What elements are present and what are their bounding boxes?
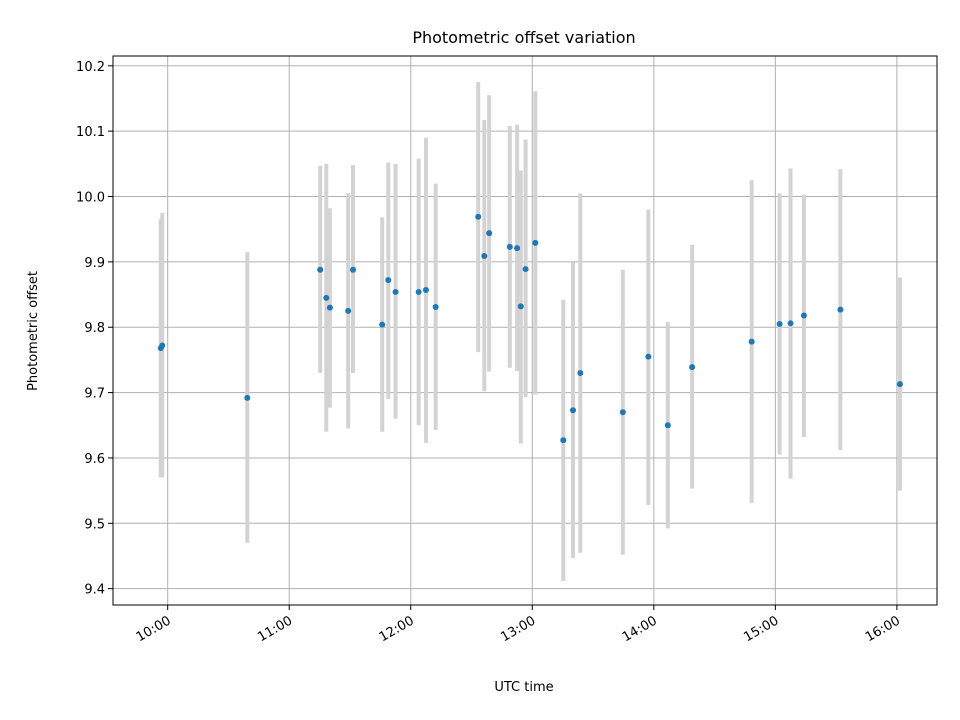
y-tick-label: 9.5 <box>84 517 105 532</box>
y-tick-label: 9.7 <box>84 387 105 402</box>
data-point <box>522 266 529 273</box>
data-point <box>787 320 794 327</box>
data-point <box>486 230 493 237</box>
data-point <box>481 252 488 259</box>
data-point <box>570 407 577 414</box>
data-point <box>385 277 392 284</box>
data-point <box>619 409 626 416</box>
data-point <box>392 288 399 295</box>
y-tick-label: 9.6 <box>84 452 105 467</box>
data-point <box>748 338 755 345</box>
data-point <box>326 304 333 311</box>
data-point <box>517 303 524 310</box>
x-tick-label: 10:00 <box>134 613 174 645</box>
data-point <box>415 288 422 295</box>
x-axis-label: UTC time <box>494 680 553 695</box>
data-points <box>157 213 903 444</box>
data-point <box>560 437 567 444</box>
y-tick-label: 10.0 <box>76 191 105 206</box>
y-tick-label: 10.2 <box>76 60 105 75</box>
x-tick-label: 14:00 <box>620 613 660 645</box>
data-point <box>532 239 539 246</box>
data-point <box>323 294 330 301</box>
data-point <box>345 307 352 314</box>
y-axis-label: Photometric offset <box>26 271 41 391</box>
data-point <box>577 369 584 376</box>
y-tick-label: 10.1 <box>76 125 105 140</box>
y-axis-ticks: 9.4 9.5 9.6 9.7 9.8 9.9 10.0 10.1 10.2 <box>76 60 113 598</box>
x-tick-label: 13:00 <box>498 613 538 645</box>
error-bars <box>158 82 902 581</box>
data-point <box>776 320 783 327</box>
data-point <box>350 266 357 273</box>
data-point <box>422 286 429 293</box>
x-tick-label: 15:00 <box>741 613 781 645</box>
x-axis-ticks: 10:00 11:00 12:00 13:00 14:00 15:00 16:00 <box>134 605 903 645</box>
data-point <box>244 394 251 401</box>
y-tick-label: 9.8 <box>84 321 105 336</box>
x-tick-label: 12:00 <box>377 613 417 645</box>
data-point <box>159 342 166 349</box>
y-tick-label: 9.4 <box>84 583 105 598</box>
data-point <box>689 364 696 371</box>
data-point <box>896 381 903 388</box>
data-point <box>514 245 521 252</box>
data-point <box>800 312 807 319</box>
data-point <box>664 422 671 429</box>
plot-frame <box>112 55 938 606</box>
data-point <box>506 243 513 250</box>
data-point <box>432 303 439 310</box>
data-point <box>645 353 652 360</box>
x-tick-label: 11:00 <box>255 613 295 645</box>
data-point <box>837 306 844 313</box>
data-point <box>317 266 324 273</box>
y-tick-label: 9.9 <box>84 256 105 271</box>
data-point <box>475 213 482 220</box>
chart-title: Photometric offset variation <box>412 28 635 47</box>
data-point <box>379 321 386 328</box>
x-tick-label: 16:00 <box>863 613 903 645</box>
